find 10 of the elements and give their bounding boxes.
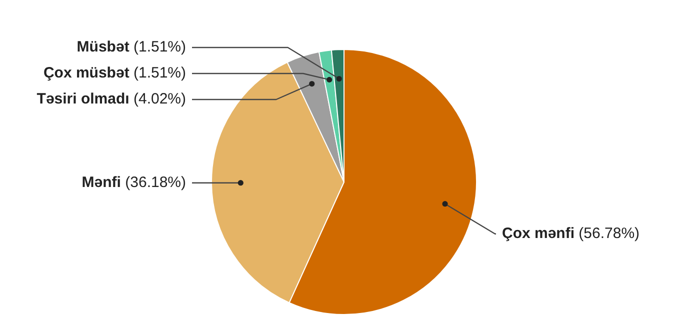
slice-label: Müsbət — [76, 38, 130, 56]
slice-label: Təsiri olmadı — [36, 90, 130, 108]
data-label: (1.51%) — [133, 64, 186, 82]
data-label: (4.02%) — [133, 90, 186, 108]
data-label: (36.18%) — [125, 174, 186, 191]
slice-label: Mənfi — [82, 174, 121, 191]
data-label: (56.78%) — [578, 224, 640, 242]
data-label: (1.51%) — [133, 38, 186, 56]
slice-label: Çox mənfi — [502, 224, 575, 242]
slice-label: Çox müsbət — [43, 64, 130, 82]
